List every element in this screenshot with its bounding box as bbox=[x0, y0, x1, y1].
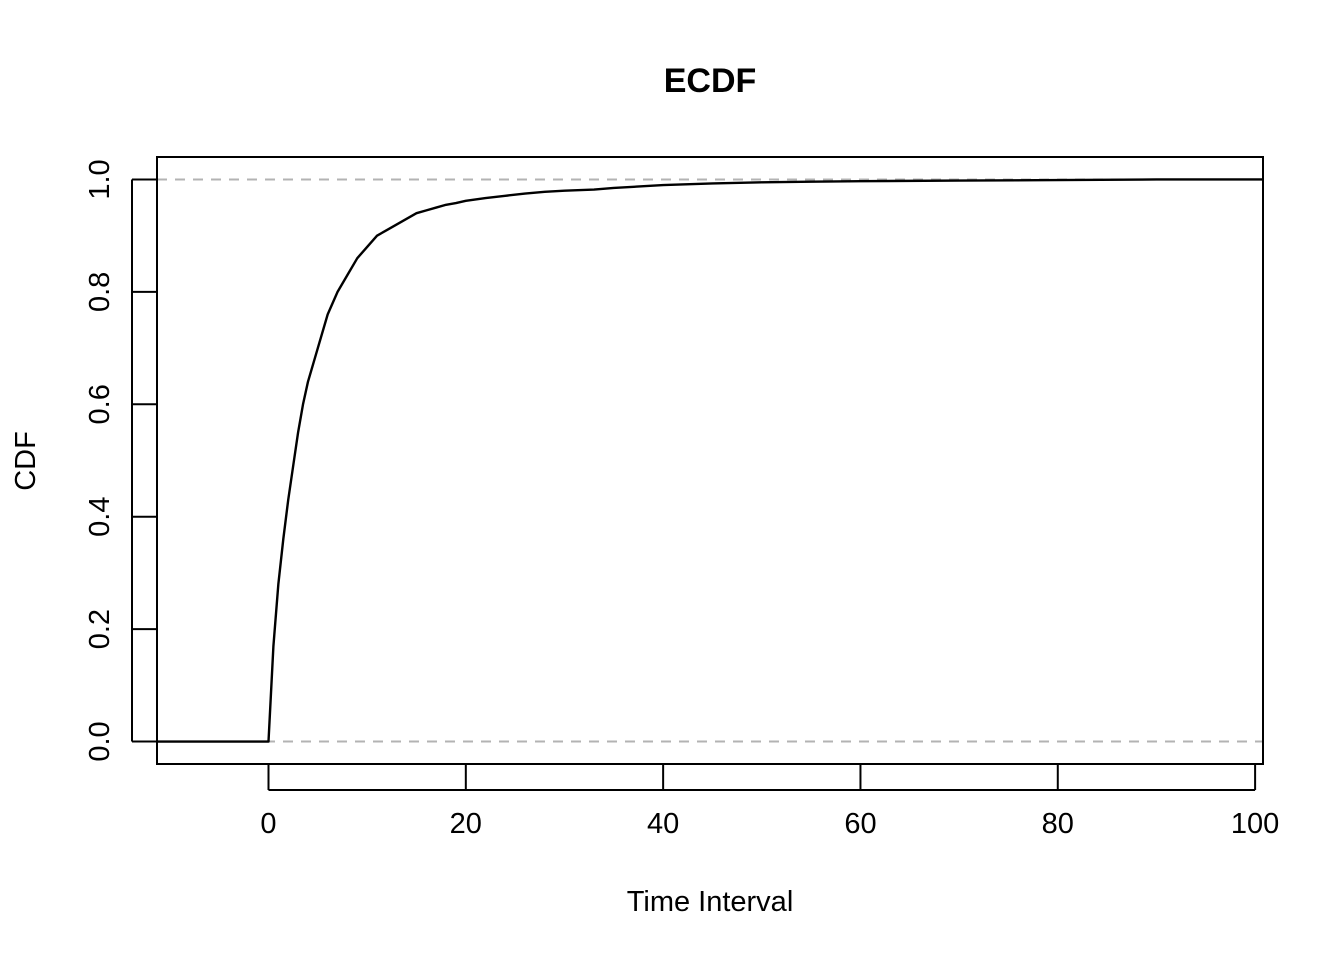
y-tick-label: 0.2 bbox=[84, 609, 116, 649]
y-tick-label: 0.4 bbox=[84, 497, 116, 537]
x-tick-label: 60 bbox=[844, 808, 876, 840]
x-axis-label: Time Interval bbox=[627, 886, 794, 918]
y-tick-label: 0.0 bbox=[84, 721, 116, 761]
y-tick-label: 0.6 bbox=[84, 384, 116, 424]
x-axis: 0 20 40 60 80 100 bbox=[260, 764, 1279, 840]
x-tick-label: 80 bbox=[1042, 808, 1074, 840]
plot-frame bbox=[156, 156, 1264, 765]
x-tick-label: 40 bbox=[647, 808, 679, 840]
y-axis-label: CDF bbox=[10, 431, 42, 491]
y-tick-label: 0.8 bbox=[84, 272, 116, 312]
series-group bbox=[157, 178, 1263, 743]
y-axis: 0.0 0.2 0.4 0.6 0.8 1.0 bbox=[84, 159, 157, 762]
x-tick-label: 20 bbox=[450, 808, 482, 840]
x-tick-label: 0 bbox=[260, 808, 276, 840]
y-tick-label: 1.0 bbox=[84, 159, 116, 199]
ecdf-line bbox=[157, 178, 1263, 743]
x-tick-label: 100 bbox=[1231, 808, 1279, 840]
chart-title: ECDF bbox=[664, 62, 757, 100]
reference-lines bbox=[157, 178, 1263, 743]
